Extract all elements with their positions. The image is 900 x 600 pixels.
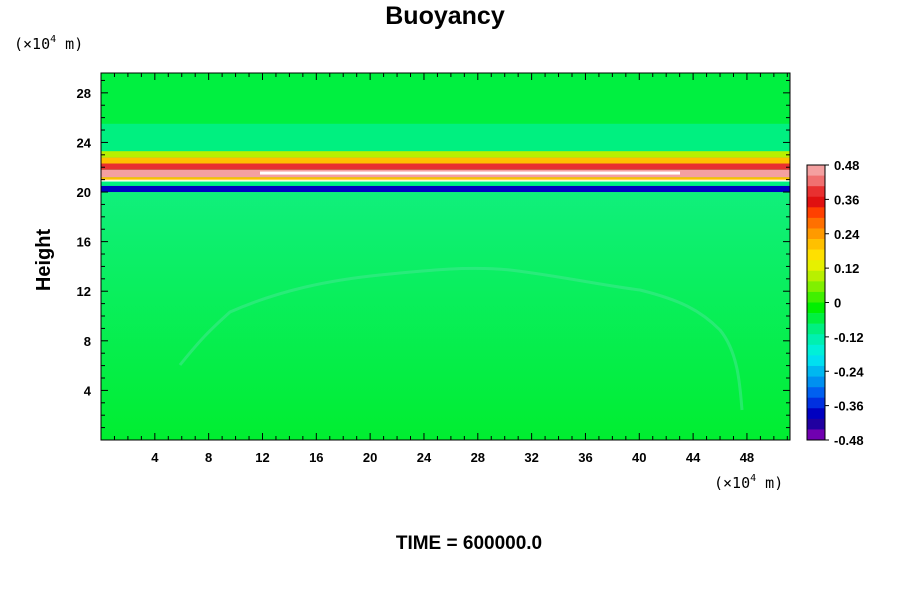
colorbar-segment bbox=[807, 302, 825, 314]
colorbar-segment bbox=[807, 175, 825, 187]
colorbar: 0.48 0.36 0.24 0.12 0 -0.12 -0.24 -0.36 -0.48 bbox=[806, 158, 864, 448]
y-tick-label: 20 bbox=[77, 185, 91, 200]
y-tick-label: 4 bbox=[84, 383, 92, 398]
plume-contour bbox=[178, 266, 744, 411]
field-thin-band bbox=[101, 179, 790, 182]
colorbar-segment bbox=[807, 323, 825, 335]
colorbar-label: 0.12 bbox=[834, 261, 859, 276]
colorbar-segment bbox=[807, 418, 825, 430]
colorbar-segment bbox=[807, 365, 825, 377]
chart-title: Buoyancy bbox=[385, 2, 505, 30]
y-tick-label: 8 bbox=[84, 334, 91, 349]
x-tick-label: 16 bbox=[309, 450, 323, 465]
colorbar-segment bbox=[807, 376, 825, 388]
colorbar-segment bbox=[807, 429, 825, 441]
colorbar-segment bbox=[807, 165, 825, 176]
colorbar-segment bbox=[807, 249, 825, 261]
y-unit-label: (×104 m) bbox=[14, 34, 83, 53]
colorbar-segment bbox=[807, 334, 825, 346]
y-tick-label: 16 bbox=[77, 235, 91, 250]
plot-frame bbox=[100, 72, 791, 441]
x-tick-label: 28 bbox=[471, 450, 485, 465]
colorbar-segment bbox=[807, 228, 825, 240]
colorbar-label: -0.48 bbox=[834, 433, 864, 448]
colorbar-segment bbox=[807, 313, 825, 324]
y-tick-label: 12 bbox=[77, 284, 91, 299]
colorbar-label: -0.12 bbox=[834, 330, 864, 345]
colorbar-label: 0.36 bbox=[834, 192, 859, 207]
field-layer bbox=[101, 163, 790, 170]
field-layer bbox=[101, 185, 790, 193]
x-tick-label: 48 bbox=[740, 450, 754, 465]
colorbar-segment bbox=[807, 217, 825, 229]
colorbar-segment bbox=[807, 387, 825, 398]
x-tick-label: 4 bbox=[151, 450, 159, 465]
colorbar-segment bbox=[807, 270, 825, 282]
y-axis-label: Height bbox=[33, 229, 55, 292]
colorbar-label: 0.48 bbox=[834, 158, 859, 173]
colorbar-segment bbox=[807, 408, 825, 420]
colorbar-segment bbox=[807, 355, 825, 367]
colorbar-label: -0.24 bbox=[834, 364, 864, 379]
colorbar-segment bbox=[807, 186, 825, 198]
colorbar-segment bbox=[807, 281, 825, 293]
colorbar-segment bbox=[807, 196, 825, 208]
field-layer bbox=[101, 123, 790, 152]
x-tick-label: 20 bbox=[363, 450, 377, 465]
x-tick-label: 24 bbox=[417, 450, 432, 465]
field-layer bbox=[101, 177, 790, 181]
time-annotation: TIME = 600000.0 bbox=[396, 533, 542, 554]
x-unit-label: (×104 m) bbox=[714, 473, 783, 492]
field-layer bbox=[101, 73, 790, 124]
heatmap-layers bbox=[101, 73, 790, 193]
field-layer bbox=[101, 157, 790, 164]
x-tick-label: 32 bbox=[524, 450, 538, 465]
colorbar-label: 0.24 bbox=[834, 227, 860, 242]
field-core-max bbox=[260, 171, 680, 175]
x-tick-label: 12 bbox=[255, 450, 269, 465]
colorbar-segment bbox=[807, 344, 825, 356]
x-tick-label: 36 bbox=[578, 450, 592, 465]
x-tick-label: 8 bbox=[205, 450, 212, 465]
colorbar-segment bbox=[807, 260, 825, 272]
y-axis-ticks: 4 8 12 16 20 24 28 bbox=[77, 79, 790, 429]
colorbar-label: 0 bbox=[834, 296, 841, 311]
x-axis-ticks: 4 8 12 16 20 24 28 32 36 40 44 48 bbox=[113, 73, 788, 465]
colorbar-segment bbox=[807, 207, 825, 219]
colorbar-segment bbox=[807, 239, 825, 250]
field-layer bbox=[101, 151, 790, 158]
x-tick-label: 44 bbox=[686, 450, 701, 465]
field-layer bbox=[101, 180, 790, 186]
x-tick-label: 40 bbox=[632, 450, 646, 465]
y-tick-label: 28 bbox=[77, 86, 91, 101]
colorbar-label: -0.36 bbox=[834, 399, 864, 414]
y-tick-label: 24 bbox=[77, 135, 92, 150]
colorbar-segment bbox=[807, 397, 825, 409]
colorbar-segment bbox=[807, 291, 825, 303]
